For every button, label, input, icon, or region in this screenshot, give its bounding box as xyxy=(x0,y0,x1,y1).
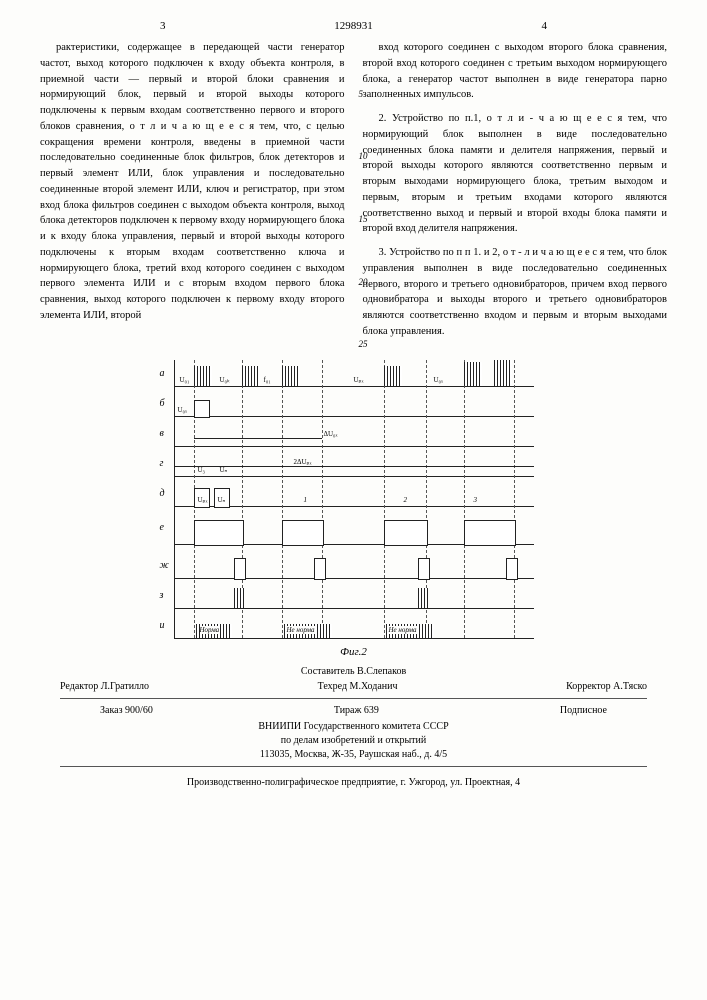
column-left: 5 10 15 20 25 рактеристики, содержащее в… xyxy=(40,40,345,348)
label-a-u01: U₀₁ xyxy=(180,376,190,384)
institution-address: 113035, Москва, Ж-35, Раушская наб., д. … xyxy=(40,748,667,762)
vdash-4 xyxy=(322,360,323,638)
patent-number: 1298931 xyxy=(334,20,373,32)
num-d-3: 3 xyxy=(474,496,478,504)
compiler-label: Составитель xyxy=(301,666,355,677)
pulse-a-5 xyxy=(464,362,482,386)
label-i-norm: Норма xyxy=(200,626,220,634)
col-right-para2: 2. Устройство по п.1, о т л и - ч а ю щ … xyxy=(363,111,668,237)
pulse-a-4 xyxy=(384,366,402,386)
baseline-zh xyxy=(174,578,534,579)
tirazh: Тираж 639 xyxy=(334,703,379,718)
vdash-7 xyxy=(464,360,465,638)
label-a-f01: f₀₁ xyxy=(264,376,271,384)
baseline-i xyxy=(174,638,534,639)
vdash-5 xyxy=(384,360,385,638)
row-label-g: г xyxy=(160,458,164,469)
order-number: Заказ 900/60 xyxy=(100,703,153,718)
pulse-zh-3 xyxy=(418,558,430,580)
row-label-v: в xyxy=(160,428,164,439)
pulse-e-1 xyxy=(194,520,244,546)
row-label-z: з xyxy=(160,590,164,601)
pulse-zh-1 xyxy=(234,558,246,580)
pulse-zh-2 xyxy=(314,558,326,580)
baseline-z xyxy=(174,608,534,609)
header-row: 3 1298931 4 xyxy=(40,20,667,32)
label-i-nenorm2: Не норма xyxy=(389,626,417,634)
page-number-right: 4 xyxy=(542,20,548,32)
editor-name: Л.Гратилло xyxy=(101,681,149,692)
editor-block: Редактор Л.Гратилло xyxy=(60,679,149,694)
subscription: Подписное xyxy=(560,703,607,718)
label-b-u0x: U₀ₓ xyxy=(178,406,188,414)
text-columns: 5 10 15 20 25 рактеристики, содержащее в… xyxy=(40,40,667,348)
pulse-b-1 xyxy=(194,400,210,418)
pulse-a-6 xyxy=(494,360,512,386)
pulse-a-3 xyxy=(282,366,300,386)
techred-block: Техред М.Ходанич xyxy=(318,679,398,694)
techred-label: Техред xyxy=(318,681,347,692)
num-d-1: 1 xyxy=(304,496,308,504)
pulse-zh-4 xyxy=(506,558,518,580)
step-g-top xyxy=(174,466,534,467)
corrector-name: А.Тяско xyxy=(613,681,647,692)
label-a-u0x: U₀ₓ xyxy=(434,376,444,384)
techred-name: М.Ходанич xyxy=(350,681,398,692)
col-right-para3: 3. Устройство по п п 1. и 2, о т - л и ч… xyxy=(363,245,668,340)
page-number-left: 3 xyxy=(160,20,166,32)
institution-line1: ВНИИПИ Государственного комитета СССР xyxy=(40,720,667,734)
diagram-left-border xyxy=(174,360,175,638)
pulse-e-2 xyxy=(282,520,324,546)
label-g-un: Uₙ xyxy=(220,466,228,474)
baseline-g xyxy=(174,476,534,477)
col-right-para1: вход которого соединен с выходом второго… xyxy=(363,40,668,103)
baseline-a xyxy=(174,386,534,387)
separator-1 xyxy=(60,698,647,699)
label-g-u3: U₃ xyxy=(198,466,206,474)
row-label-i: и xyxy=(160,620,165,631)
label-a-upx: Uₚₓ xyxy=(354,376,364,384)
vdash-3 xyxy=(282,360,283,638)
baseline-b xyxy=(174,416,534,417)
corrector-block: Корректор А.Тяско xyxy=(566,679,647,694)
institution-block: ВНИИПИ Государственного комитета СССР по… xyxy=(40,720,667,762)
print-house-line: Производственно-полиграфическое предприя… xyxy=(40,775,667,790)
pulse-z-1 xyxy=(234,588,244,608)
column-right: вход которого соединен с выходом второго… xyxy=(363,40,668,348)
compiler-line: Составитель В.Слепаков xyxy=(40,664,667,679)
pulse-z-2 xyxy=(418,588,428,608)
label-d-un: Uₙ xyxy=(218,496,226,504)
timing-diagram: а б в г д е ж з и xyxy=(174,360,534,640)
label-v-du: ΔU₀ₓ xyxy=(324,430,338,438)
footer-names-line: Редактор Л.Гратилло Техред М.Ходанич Кор… xyxy=(40,679,667,694)
row-label-d: д xyxy=(160,488,165,499)
separator-2 xyxy=(60,766,647,767)
row-label-zh: ж xyxy=(160,560,169,571)
step-v xyxy=(194,438,322,439)
pulse-a-1 xyxy=(194,366,212,386)
institution-line2: по делам изобретений и открытий xyxy=(40,734,667,748)
label-g-2du: 2ΔUₚₓ xyxy=(294,458,312,466)
compiler-name: В.Слепаков xyxy=(357,666,406,677)
order-line: Заказ 900/60 Тираж 639 Подписное xyxy=(40,703,667,718)
diagram-caption: Фиг.2 xyxy=(40,646,667,658)
editor-label: Редактор xyxy=(60,681,98,692)
pulse-e-4 xyxy=(464,520,516,546)
label-a-u0k: U₀ₖ xyxy=(220,376,230,384)
label-i-nenorm1: Не норма xyxy=(287,626,315,634)
pulse-e-3 xyxy=(384,520,428,546)
corrector-label: Корректор xyxy=(566,681,611,692)
col-left-para: рактеристики, содержащее в передающей ча… xyxy=(40,40,345,324)
row-label-a: а xyxy=(160,368,165,379)
label-d-upx: Uₚₓ xyxy=(198,496,208,504)
row-label-b: б xyxy=(160,398,165,409)
pulse-a-2 xyxy=(242,366,260,386)
footer: Составитель В.Слепаков Редактор Л.Гратил… xyxy=(40,664,667,790)
baseline-v xyxy=(174,446,534,447)
row-label-e: е xyxy=(160,522,164,533)
vdash-8 xyxy=(514,360,515,638)
num-d-2: 2 xyxy=(404,496,408,504)
